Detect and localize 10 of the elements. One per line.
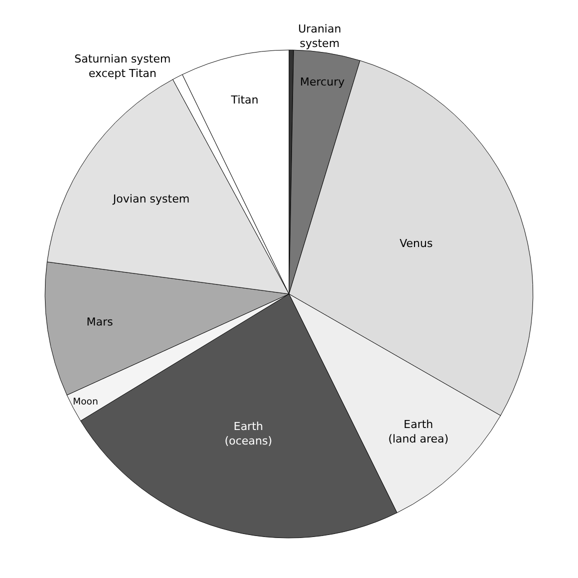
slice-label: Mars [86,316,114,329]
slice-label: Titan [230,93,259,106]
slice-label: Earth (land area) [388,418,449,446]
slice-label: Mercury [300,76,346,89]
slice-label: Jovian system [112,192,190,206]
slice-label: Moon [72,396,98,408]
slice-label: Venus [400,237,433,250]
slice-label: Earth (oceans) [224,420,272,448]
slice-label: Saturnian system except Titan [74,52,171,80]
slice-label: Uranian system [298,22,342,50]
